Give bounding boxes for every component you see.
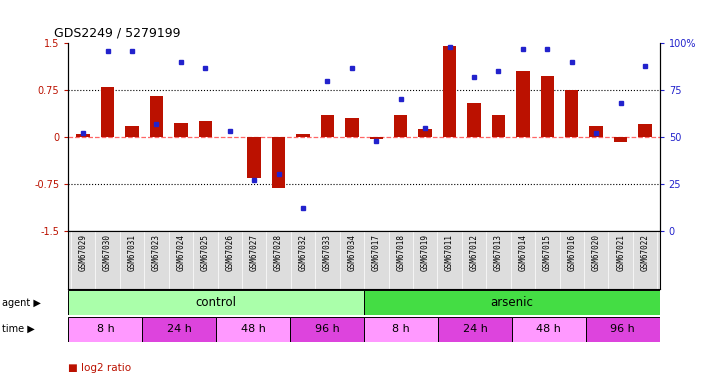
Bar xyxy=(101,87,115,137)
Text: agent ▶: agent ▶ xyxy=(2,298,41,307)
Bar xyxy=(216,316,290,342)
Bar xyxy=(143,316,216,342)
Bar xyxy=(394,115,407,137)
Bar xyxy=(590,126,603,137)
Bar xyxy=(467,102,481,137)
Text: GSM67034: GSM67034 xyxy=(348,234,356,270)
Text: 24 h: 24 h xyxy=(462,324,487,334)
Bar xyxy=(290,316,364,342)
Bar xyxy=(585,316,660,342)
Text: 96 h: 96 h xyxy=(611,324,635,334)
Text: GSM67020: GSM67020 xyxy=(592,234,601,270)
Bar xyxy=(492,115,505,137)
Bar xyxy=(443,46,456,137)
Text: GSM67016: GSM67016 xyxy=(567,234,576,270)
Text: GSM67027: GSM67027 xyxy=(249,234,259,270)
Bar xyxy=(198,121,212,137)
Text: GSM67014: GSM67014 xyxy=(518,234,527,270)
Bar xyxy=(321,115,334,137)
Text: 8 h: 8 h xyxy=(97,324,115,334)
Text: 48 h: 48 h xyxy=(536,324,562,334)
Text: GSM67026: GSM67026 xyxy=(225,234,234,270)
Bar xyxy=(296,134,310,137)
Text: time ▶: time ▶ xyxy=(2,324,35,334)
Bar xyxy=(370,137,383,140)
Bar xyxy=(174,123,187,137)
Text: GSM67028: GSM67028 xyxy=(274,234,283,270)
Text: GSM67025: GSM67025 xyxy=(201,234,210,270)
Text: GSM67017: GSM67017 xyxy=(372,234,381,270)
Text: GSM67012: GSM67012 xyxy=(469,234,479,270)
Bar xyxy=(512,316,585,342)
Bar xyxy=(638,124,652,137)
Text: 24 h: 24 h xyxy=(167,324,192,334)
Bar xyxy=(76,134,90,137)
Text: GSM67033: GSM67033 xyxy=(323,234,332,270)
Text: GSM67032: GSM67032 xyxy=(298,234,308,270)
Bar xyxy=(68,290,364,315)
Bar xyxy=(68,316,143,342)
Text: GSM67015: GSM67015 xyxy=(543,234,552,270)
Bar xyxy=(516,71,530,137)
Text: GDS2249 / 5279199: GDS2249 / 5279199 xyxy=(54,26,180,39)
Text: GSM67022: GSM67022 xyxy=(640,234,650,270)
Bar xyxy=(364,290,660,315)
Text: 48 h: 48 h xyxy=(241,324,266,334)
Text: GSM67018: GSM67018 xyxy=(397,234,405,270)
Text: GSM67011: GSM67011 xyxy=(445,234,454,270)
Bar xyxy=(418,129,432,137)
Bar xyxy=(364,316,438,342)
Text: 96 h: 96 h xyxy=(315,324,340,334)
Text: GSM67029: GSM67029 xyxy=(79,234,88,270)
Bar xyxy=(438,316,512,342)
Bar xyxy=(541,76,554,137)
Bar xyxy=(125,126,138,137)
Text: GSM67013: GSM67013 xyxy=(494,234,503,270)
Text: GSM67021: GSM67021 xyxy=(616,234,625,270)
Bar xyxy=(272,137,286,188)
Bar xyxy=(150,96,163,137)
Text: GSM67030: GSM67030 xyxy=(103,234,112,270)
Text: ■ log2 ratio: ■ log2 ratio xyxy=(68,363,132,373)
Text: control: control xyxy=(196,296,236,309)
Bar xyxy=(614,137,627,142)
Text: GSM67031: GSM67031 xyxy=(128,234,136,270)
Text: GSM67023: GSM67023 xyxy=(152,234,161,270)
Text: GSM67019: GSM67019 xyxy=(420,234,430,270)
Bar xyxy=(345,118,358,137)
Bar xyxy=(247,137,261,177)
Bar xyxy=(565,90,578,137)
Text: GSM67024: GSM67024 xyxy=(177,234,185,270)
Text: 8 h: 8 h xyxy=(392,324,410,334)
Text: arsenic: arsenic xyxy=(490,296,534,309)
